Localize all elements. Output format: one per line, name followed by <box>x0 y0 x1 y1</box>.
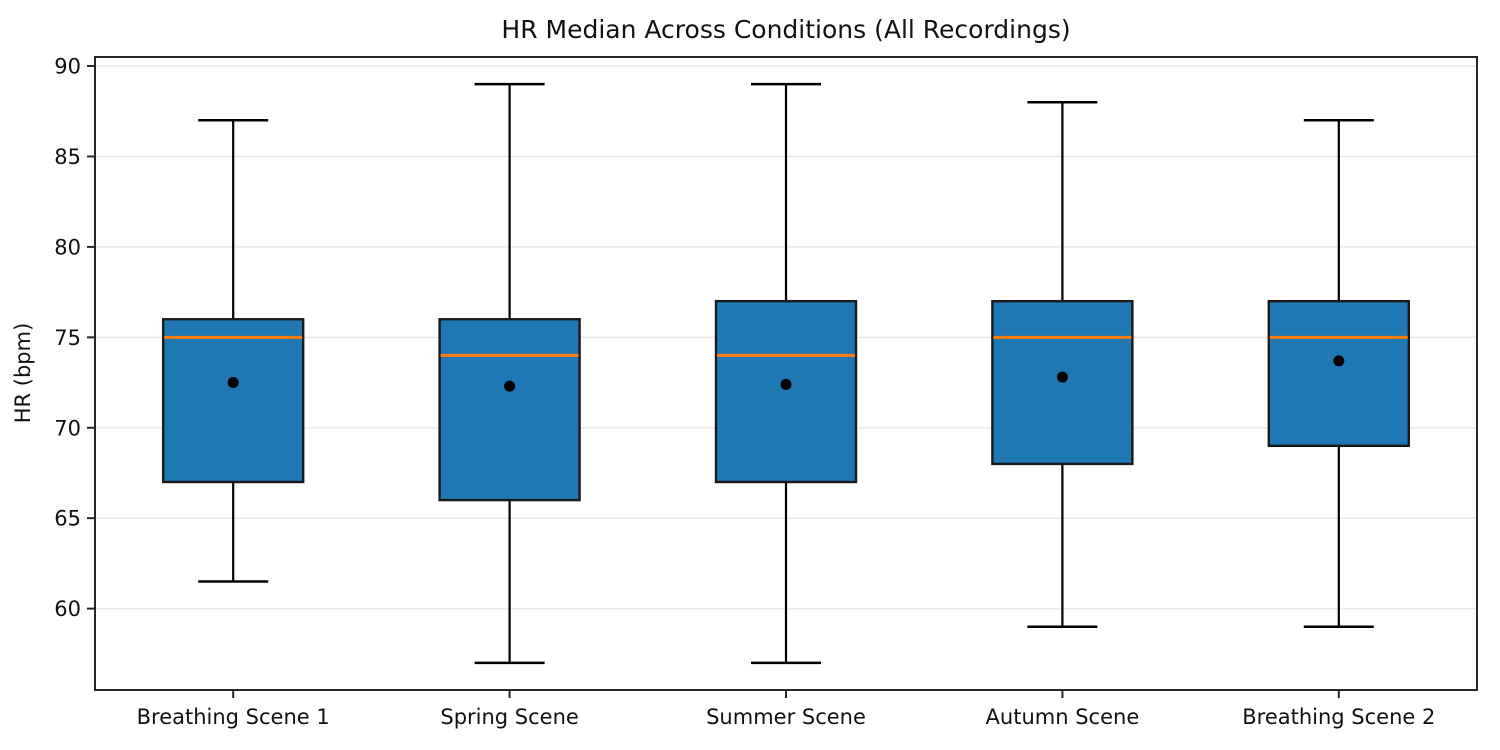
boxplot-group <box>714 82 858 665</box>
boxplot-group <box>438 82 581 665</box>
mean-dot <box>1056 371 1068 383</box>
y-tick-label: 80 <box>54 235 81 259</box>
x-tick-label: Summer Scene <box>706 705 866 729</box>
chart-title: HR Median Across Conditions (All Recordi… <box>501 15 1070 44</box>
ticks-layer <box>87 65 1340 698</box>
iqr-box <box>1267 299 1411 448</box>
mean-dot <box>780 378 792 390</box>
x-tick-label: Autumn Scene <box>986 705 1140 729</box>
boxes-layer <box>161 82 1411 665</box>
y-tick-label: 90 <box>54 55 81 79</box>
x-tick-label: Spring Scene <box>440 705 578 729</box>
mean-dot <box>1333 355 1345 367</box>
y-tick-label: 75 <box>54 326 81 350</box>
y-tick-label: 65 <box>54 507 81 531</box>
tick-labels-layer: 60 65 70 75 80 85 90 Breathing Scene 1 Spring Sc… <box>54 55 1435 729</box>
boxplot-group <box>1267 119 1411 628</box>
y-axis-label: HR (bpm) <box>11 323 35 424</box>
mean-dot <box>504 380 516 392</box>
x-tick-label: Breathing Scene 1 <box>137 705 330 729</box>
y-tick-label: 60 <box>54 597 81 621</box>
boxplot-group <box>161 119 305 583</box>
y-tick-label: 70 <box>54 416 81 440</box>
boxplot-group <box>991 100 1134 628</box>
y-tick-label: 85 <box>54 145 81 169</box>
mean-dot <box>227 377 239 389</box>
iqr-box <box>161 318 305 484</box>
iqr-box <box>438 318 581 502</box>
iqr-box <box>714 299 858 484</box>
x-tick-label: Breathing Scene 2 <box>1242 705 1435 729</box>
